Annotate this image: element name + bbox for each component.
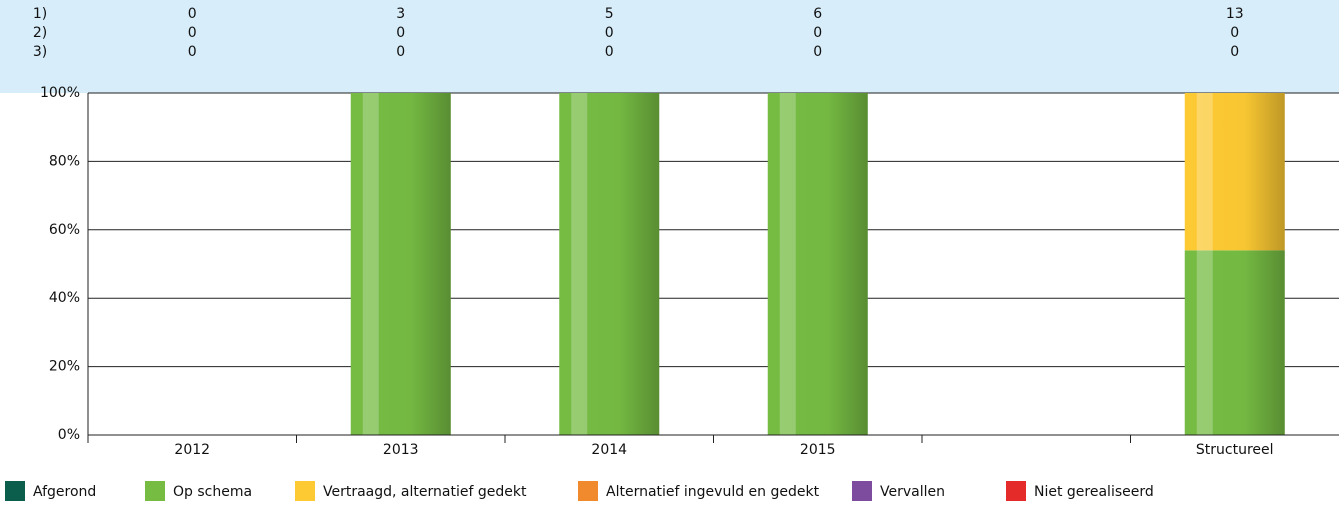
x-tick-label: 2014 bbox=[591, 442, 627, 458]
count-value: 0 bbox=[1230, 25, 1239, 41]
count-value: 0 bbox=[188, 44, 197, 60]
legend-swatch bbox=[578, 481, 598, 501]
legend-label: Niet gerealiseerd bbox=[1034, 484, 1154, 500]
x-tick-label: 2012 bbox=[174, 442, 210, 458]
legend-swatch bbox=[145, 481, 165, 501]
count-value: 6 bbox=[813, 6, 822, 22]
count-value: 0 bbox=[188, 25, 197, 41]
plot-area bbox=[88, 93, 1339, 435]
y-tick-label: 40% bbox=[49, 290, 80, 306]
count-row-label: 1) bbox=[33, 6, 47, 22]
bar-shade bbox=[559, 93, 660, 435]
legend-swatch bbox=[1006, 481, 1026, 501]
bar-shade bbox=[1184, 93, 1285, 435]
count-value: 0 bbox=[813, 44, 822, 60]
count-value: 0 bbox=[605, 44, 614, 60]
bar-shade bbox=[767, 93, 868, 435]
y-tick-label: 80% bbox=[49, 153, 80, 169]
legend-swatch bbox=[295, 481, 315, 501]
legend-swatch bbox=[852, 481, 872, 501]
header-band bbox=[0, 0, 1339, 93]
y-tick-label: 0% bbox=[58, 427, 80, 443]
y-tick-label: 20% bbox=[49, 359, 80, 375]
legend-label: Alternatief ingevuld en gedekt bbox=[606, 484, 820, 500]
count-value: 3 bbox=[396, 6, 405, 22]
legend-label: Op schema bbox=[173, 484, 252, 500]
x-tick-label: Structureel bbox=[1196, 442, 1274, 458]
bar-shade bbox=[350, 93, 451, 435]
count-value: 0 bbox=[188, 6, 197, 22]
count-value: 5 bbox=[605, 6, 614, 22]
count-value: 0 bbox=[396, 44, 405, 60]
count-value: 0 bbox=[605, 25, 614, 41]
legend-label: Vervallen bbox=[880, 484, 945, 500]
count-value: 0 bbox=[396, 25, 405, 41]
legend-swatch bbox=[5, 481, 25, 501]
legend-label: Afgerond bbox=[33, 484, 96, 500]
y-tick-label: 100% bbox=[40, 85, 80, 101]
x-tick-label: 2013 bbox=[383, 442, 419, 458]
count-value: 0 bbox=[813, 25, 822, 41]
y-tick-label: 60% bbox=[49, 222, 80, 238]
legend-label: Vertraagd, alternatief gedekt bbox=[323, 484, 527, 500]
count-value: 0 bbox=[1230, 44, 1239, 60]
count-value: 13 bbox=[1226, 6, 1244, 22]
x-tick-label: 2015 bbox=[800, 442, 836, 458]
count-row-label: 3) bbox=[33, 44, 47, 60]
count-row-label: 2) bbox=[33, 25, 47, 41]
